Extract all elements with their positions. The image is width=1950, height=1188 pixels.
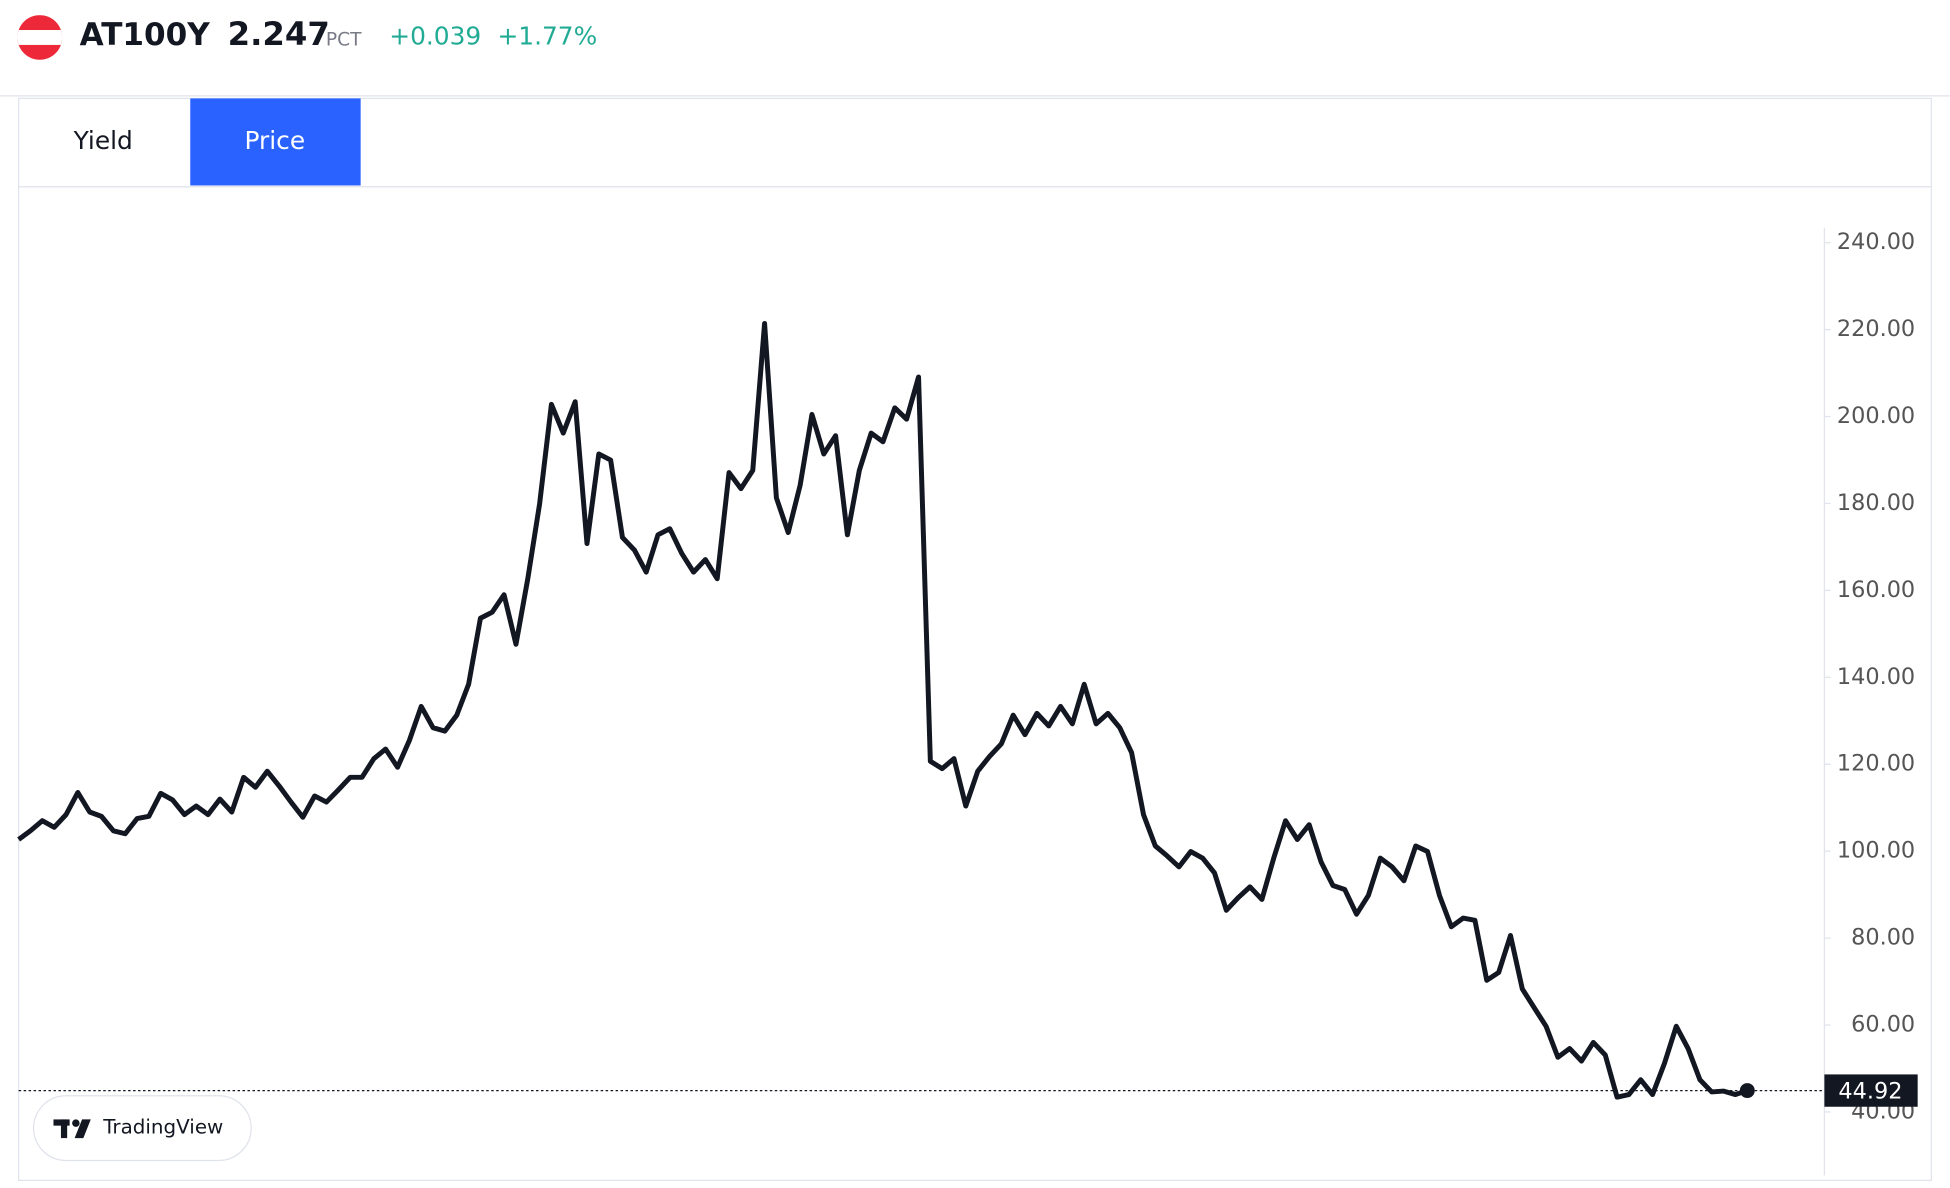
y-tick-label: 160.00 xyxy=(1837,577,1915,603)
y-tick-label: 60.00 xyxy=(1851,1012,1915,1038)
y-tick-label: 200.00 xyxy=(1837,403,1915,429)
y-tick-label: 220.00 xyxy=(1837,316,1915,342)
y-tick-label: 100.00 xyxy=(1837,838,1915,864)
last-price-label: 44.92 xyxy=(1838,1078,1902,1104)
unit: PCT xyxy=(326,29,362,50)
symbol: AT100Y xyxy=(80,17,211,53)
change-percent: +1.77% xyxy=(497,21,597,50)
branding: TradingView xyxy=(102,1116,223,1139)
y-tick-label: 240.00 xyxy=(1837,229,1915,255)
y-tick-label: 140.00 xyxy=(1837,664,1915,690)
y-tick-label: 120.00 xyxy=(1837,751,1915,777)
y-tick-label: 180.00 xyxy=(1837,490,1915,516)
tab[interactable]: Price xyxy=(245,126,306,155)
price: 2.247 xyxy=(228,15,330,53)
screen: AT100Y 2.247 PCT +0.039 +1.77% Yield Pri… xyxy=(0,0,1950,1188)
last-point xyxy=(1740,1083,1755,1098)
page: {"header": {"symbol": "AT100Y", "price":… xyxy=(0,0,1950,1188)
panel xyxy=(19,98,1932,1180)
y-tick-label: 80.00 xyxy=(1851,925,1915,951)
flag xyxy=(17,15,62,60)
tab[interactable]: Yield xyxy=(73,126,133,155)
change: +0.039 xyxy=(389,21,481,50)
